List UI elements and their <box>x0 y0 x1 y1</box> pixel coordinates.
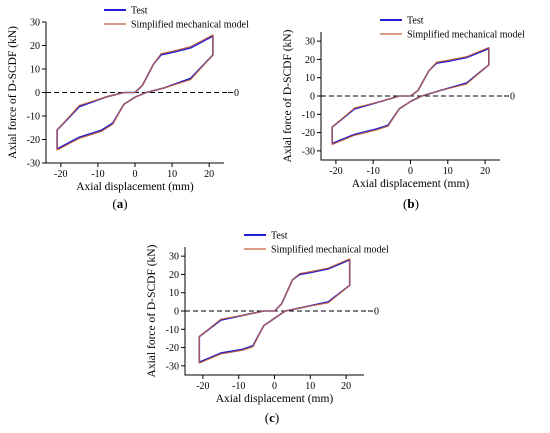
y-axis-title: Axial force of D-SCDF (kN) <box>7 26 19 159</box>
zero-marker-label: 0 <box>374 307 379 318</box>
y-tick-label: -30 <box>166 361 179 372</box>
y-axis-title: Axial force of D-SCDF (kN) <box>146 244 158 377</box>
y-tick-label: 10 <box>305 73 315 84</box>
y-tick-label: 10 <box>169 288 179 299</box>
chart-panel-c: -30 -20 -10 0 10 20 30 -20 -10 0 10 20 Axial displac… <box>146 231 389 426</box>
y-axis-title: Axial force of D-SCDF (kN) <box>282 29 294 162</box>
y-tick-label: 20 <box>169 270 179 281</box>
y-tick-label: -20 <box>27 135 40 146</box>
x-tick-label: 20 <box>204 169 214 180</box>
y-tick-label: -30 <box>27 159 40 170</box>
x-axis-title: Axial displacement (mm) <box>216 393 334 405</box>
y-tick-label: 20 <box>305 55 315 66</box>
legend-label: Test <box>131 6 148 17</box>
x-tick-label: 10 <box>167 169 177 180</box>
x-tick-label: -10 <box>367 166 380 177</box>
x-tick-label: 0 <box>133 169 138 180</box>
x-tick-label: -10 <box>91 169 104 180</box>
y-tick-label: 0 <box>310 92 315 103</box>
legend-label: Simplified mechanical model <box>271 245 389 256</box>
panel-caption-letter: b <box>407 196 414 211</box>
x-tick-label: 20 <box>480 166 490 177</box>
axis-frame <box>184 247 364 376</box>
y-tick-label: 0 <box>35 88 40 99</box>
series-model-line <box>331 46 490 146</box>
series-model-line <box>198 258 351 364</box>
legend-label: Test <box>407 16 424 27</box>
x-tick-label: 0 <box>272 381 277 392</box>
chart-panel-b: -30 -20 -10 0 10 20 30 -20 -10 0 10 20 Axial displac… <box>282 16 525 212</box>
y-tick-label: -20 <box>166 343 179 354</box>
panel-caption-letter: c <box>269 410 275 425</box>
y-tick-label: -10 <box>27 112 40 123</box>
y-tick-label: -10 <box>166 325 179 336</box>
y-tick-label: -20 <box>302 128 315 139</box>
panel-caption-letter: a <box>117 196 124 211</box>
chart-panel-a: -30 -20 -10 0 10 20 30 -20 -10 0 10 20 Axial displac… <box>7 6 249 212</box>
x-tick-label: -20 <box>196 381 209 392</box>
panel-caption: (c) <box>265 410 279 425</box>
y-tick-label: 0 <box>174 307 179 318</box>
legend-label: Simplified mechanical model <box>407 30 525 41</box>
x-tick-label: 0 <box>408 166 413 177</box>
y-tick-label: 30 <box>169 252 179 263</box>
axis-frame <box>320 32 500 161</box>
y-tick-label: 10 <box>30 65 40 76</box>
x-axis-title: Axial displacement (mm) <box>352 178 470 190</box>
y-tick-label: -30 <box>302 146 315 157</box>
zero-marker-label: 0 <box>234 88 239 99</box>
panel-caption: (b) <box>403 196 419 211</box>
x-axis-title: Axial displacement (mm) <box>76 181 194 193</box>
x-tick-label: 10 <box>305 381 315 392</box>
y-tick-label: 30 <box>30 18 40 29</box>
x-tick-label: -20 <box>54 169 67 180</box>
x-tick-label: 20 <box>341 381 351 392</box>
y-tick-label: -10 <box>302 110 315 121</box>
series-model-line <box>56 34 214 151</box>
y-tick-label: 30 <box>305 37 315 48</box>
x-tick-label: -10 <box>232 381 245 392</box>
y-tick-label: 20 <box>30 41 40 52</box>
legend-label: Simplified mechanical model <box>131 20 249 31</box>
zero-marker-label: 0 <box>510 92 515 103</box>
x-tick-label: -20 <box>329 166 342 177</box>
legend-label: Test <box>271 231 288 242</box>
x-tick-label: 10 <box>443 166 453 177</box>
panel-caption: (a) <box>112 196 127 211</box>
